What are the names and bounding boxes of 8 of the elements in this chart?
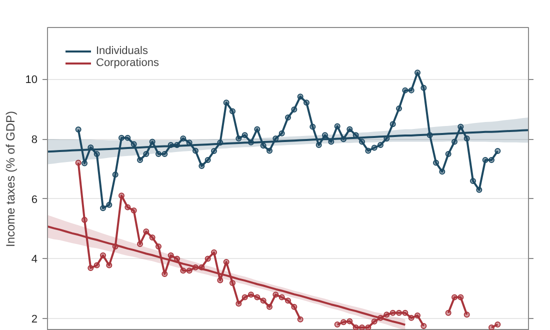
y-tick-label: 6 bbox=[31, 194, 38, 206]
y-tick-label: 4 bbox=[31, 254, 38, 266]
legend-label: Individuals bbox=[96, 45, 148, 57]
y-axis-title: Income taxes (% of GDP) bbox=[3, 110, 18, 248]
y-tick-label: 2 bbox=[31, 314, 38, 326]
y-tick-label: 8 bbox=[31, 134, 38, 146]
y-tick-label: 10 bbox=[25, 74, 38, 86]
legend-label: Corporations bbox=[96, 57, 159, 69]
